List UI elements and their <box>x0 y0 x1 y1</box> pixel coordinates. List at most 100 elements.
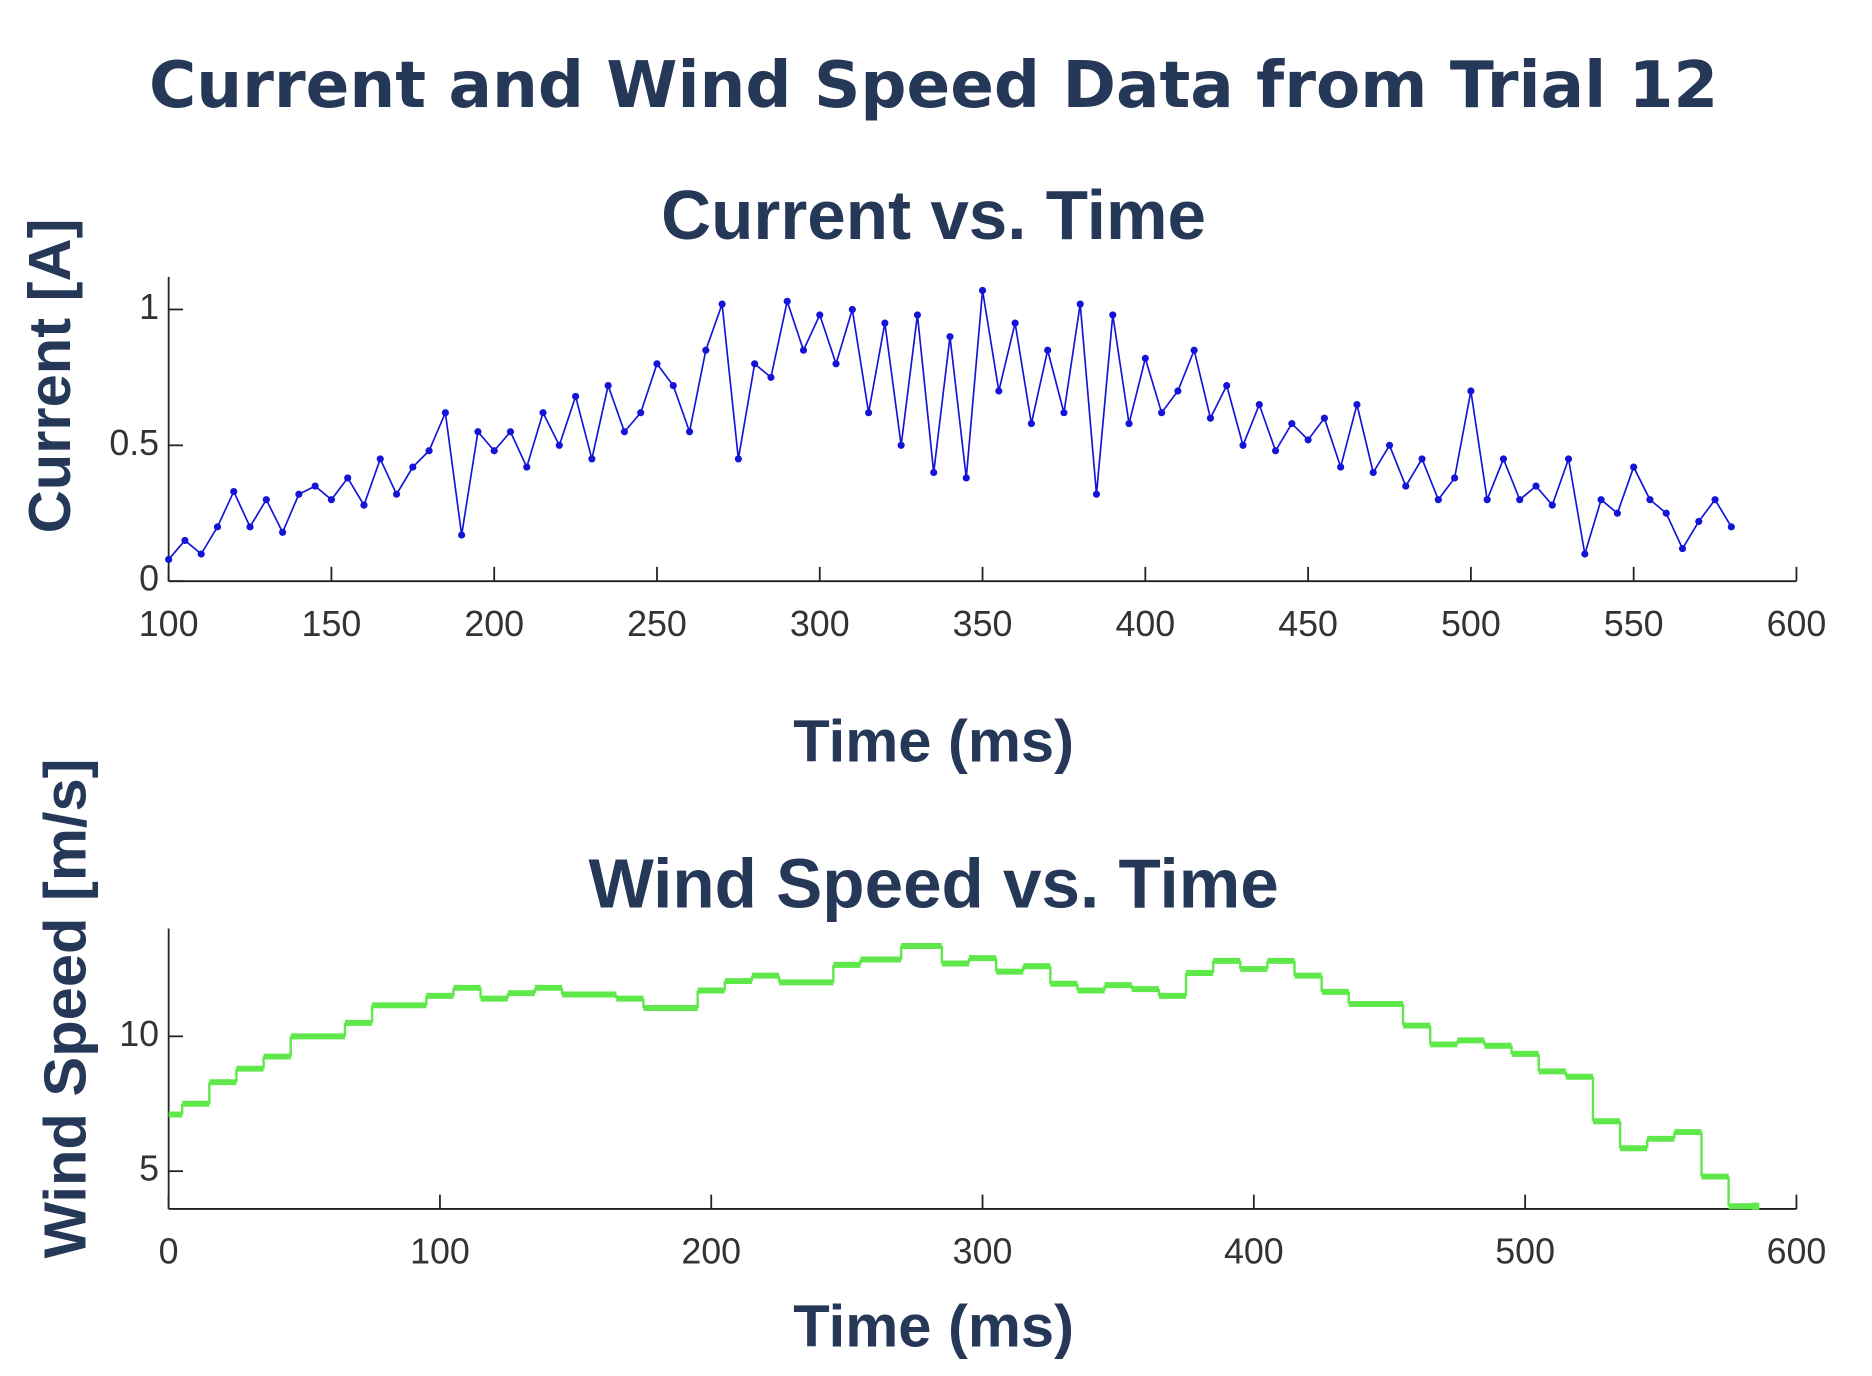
data-point <box>1141 354 1149 362</box>
x-tick-label: 300 <box>790 604 850 644</box>
data-point <box>165 555 173 564</box>
x-tick-label: 600 <box>1767 604 1827 644</box>
data-point <box>458 531 466 539</box>
data-point <box>1597 496 1605 504</box>
data-point <box>327 496 335 504</box>
data-point <box>197 550 205 558</box>
data-point <box>376 455 384 463</box>
x-tick-label: 200 <box>681 1232 741 1272</box>
y-axis-label: Wind Speed [m/s] <box>31 758 98 1258</box>
data-point <box>848 305 856 314</box>
data-point <box>1011 319 1019 327</box>
data-point <box>360 501 368 509</box>
data-point <box>734 455 742 463</box>
data-point <box>1646 496 1654 504</box>
data-point <box>702 346 710 354</box>
data-point <box>1239 441 1247 449</box>
data-point <box>1027 420 1035 428</box>
data-point <box>1255 400 1263 409</box>
data-point <box>409 463 417 471</box>
data-point <box>865 409 873 417</box>
data-point <box>425 447 433 455</box>
data-point <box>1499 455 1508 463</box>
data-point <box>572 392 580 401</box>
chart-title: Current vs. Time <box>661 176 1206 254</box>
data-point <box>881 319 889 327</box>
data-point <box>1678 545 1687 553</box>
data-point <box>1109 311 1117 319</box>
data-point <box>962 474 970 482</box>
data-point <box>1190 346 1198 354</box>
y-axis-label: Current [A] <box>16 219 83 534</box>
data-point <box>474 428 482 436</box>
x-tick-label: 0 <box>159 1232 179 1272</box>
data-point <box>799 346 808 354</box>
x-tick-label: 150 <box>302 604 362 644</box>
y-tick-label: 0 <box>139 559 159 599</box>
data-point <box>1337 463 1345 471</box>
data-point <box>1369 468 1377 477</box>
data-line <box>168 290 1733 560</box>
x-axis-label: Time (ms) <box>793 1292 1074 1359</box>
data-point <box>1174 387 1182 395</box>
data-point <box>555 441 563 449</box>
x-tick-label: 550 <box>1604 604 1664 644</box>
data-point <box>897 441 905 449</box>
data-point <box>1158 409 1166 417</box>
x-tick-label: 300 <box>953 1232 1013 1272</box>
data-point <box>1092 490 1101 498</box>
data-point <box>816 311 824 319</box>
data-point <box>751 360 759 368</box>
data-point <box>620 428 629 436</box>
data-point <box>604 381 612 390</box>
data-point <box>1711 496 1719 504</box>
data-point <box>1320 414 1328 422</box>
data-point <box>1304 436 1312 444</box>
x-tick-label: 250 <box>627 604 687 644</box>
y-tick-label: 10 <box>119 1014 159 1054</box>
data-point <box>1353 400 1361 409</box>
data-point <box>392 490 401 498</box>
chart-title: Wind Speed vs. Time <box>588 844 1278 922</box>
data-point <box>1206 414 1215 422</box>
data-point <box>213 523 222 531</box>
data-point <box>1630 463 1638 471</box>
data-point <box>718 300 726 308</box>
data-point <box>1060 409 1068 417</box>
data-point <box>637 409 645 417</box>
x-tick-label: 500 <box>1441 604 1501 644</box>
data-point <box>1434 496 1442 504</box>
x-tick-label: 350 <box>953 604 1013 644</box>
data-point <box>995 387 1003 395</box>
data-point <box>1564 455 1573 463</box>
data-point <box>946 333 954 341</box>
data-point <box>1483 496 1491 504</box>
x-tick-label: 600 <box>1767 1232 1827 1272</box>
data-point <box>1548 501 1556 509</box>
data-point <box>1532 482 1540 490</box>
data-point <box>246 523 254 531</box>
data-point <box>181 536 189 545</box>
y-tick-label: 0.5 <box>109 423 159 463</box>
data-point <box>685 428 694 436</box>
data-point <box>1467 387 1475 395</box>
data-point <box>295 490 303 498</box>
data-point <box>1076 300 1084 308</box>
x-tick-label: 500 <box>1495 1232 1555 1272</box>
y-tick-label: 1 <box>139 287 159 327</box>
data-point <box>1695 517 1703 525</box>
data-point <box>1727 523 1735 531</box>
data-point <box>930 468 938 477</box>
data-point <box>1581 550 1589 558</box>
data-point <box>1288 420 1296 428</box>
x-tick-label: 400 <box>1224 1232 1284 1272</box>
data-point <box>1223 381 1231 390</box>
data-point <box>279 528 287 536</box>
figure-title: Current and Wind Speed Data from Trial 1… <box>149 48 1718 123</box>
data-point <box>490 447 498 455</box>
data-point <box>767 373 775 381</box>
data-point <box>1516 496 1524 504</box>
data-point <box>441 409 449 417</box>
data-point <box>1271 447 1280 455</box>
